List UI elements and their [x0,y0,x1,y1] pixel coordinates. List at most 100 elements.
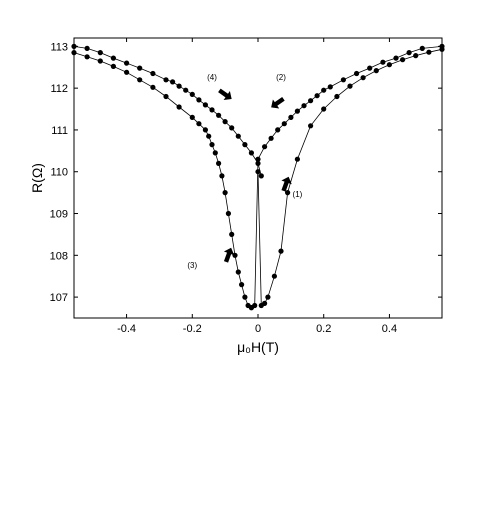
data-point [97,58,103,64]
y-axis-label: R(Ω) [29,163,45,193]
x-tick-label: -0.2 [183,323,202,335]
data-point [255,156,261,162]
x-tick-label: 0 [255,323,261,335]
data-point [202,127,208,133]
data-point [222,190,228,196]
data-point [354,70,360,77]
data-point [150,70,156,77]
data-point [196,97,202,103]
data-point [275,127,281,133]
data-point [265,294,271,300]
data-point [321,106,327,112]
data-point [170,79,176,85]
data-point [271,273,277,279]
data-point [340,77,346,83]
data-point [367,65,373,71]
data-point [242,294,248,300]
data-point [360,75,366,81]
data-point [97,50,103,56]
data-point [163,77,169,83]
y-tick-label: 108 [50,250,68,262]
data-point [281,121,287,127]
data-point [84,45,90,52]
data-point [314,93,320,99]
data-point [308,123,314,129]
data-point [255,160,261,166]
data-point [262,144,268,150]
data-point [334,93,340,100]
data-markers [71,43,445,311]
data-point [301,103,307,109]
data-point [219,173,225,179]
x-axis-ticks: -0.4 -0.2 0 0.2 0.4 [117,38,397,335]
data-point [239,282,245,288]
series-lines [73,46,443,308]
data-point [84,54,90,60]
direction-arrows [218,88,292,263]
data-point [268,135,274,141]
series-line-4 [73,46,262,177]
data-point [176,83,182,89]
data-point [216,160,222,166]
data-point [235,269,241,275]
data-point [400,57,406,63]
data-point [209,107,215,113]
data-point [288,114,294,120]
data-point [255,169,261,175]
data-point [245,302,251,309]
data-point [294,108,300,114]
series-line-3 [73,52,252,308]
annotation-label: (1) [293,190,303,199]
series-line-2 [251,46,443,308]
data-point [216,112,222,118]
data-point [206,133,212,139]
x-tick-label: 0.2 [316,323,331,335]
data-point [209,142,215,148]
x-tick-label: -0.4 [117,323,136,335]
data-point [258,173,264,179]
data-point [189,91,195,97]
data-point [196,121,202,127]
data-point [163,93,169,100]
data-point [426,49,432,55]
data-point [225,210,231,217]
data-point [110,63,116,69]
data-point [308,98,314,104]
data-point [110,55,116,61]
data-point [137,77,143,83]
data-point [229,125,235,131]
data-point [419,45,425,52]
y-tick-label: 111 [51,125,68,137]
data-point [189,114,195,120]
direction-arrow [271,96,285,109]
data-point [222,119,228,125]
data-point [347,83,353,89]
data-point [202,102,208,108]
data-point [242,142,248,148]
x-axis-label: μ₀H(T) [237,339,279,355]
data-point [124,69,130,75]
data-point [248,150,254,156]
data-point [137,65,143,71]
data-point [294,156,300,162]
y-tick-label: 107 [50,292,68,304]
direction-arrow [223,247,235,263]
annotation-label: (3) [187,261,197,270]
data-point [262,300,268,306]
data-point [71,50,77,56]
direction-arrow [281,176,292,192]
data-point [406,50,412,56]
data-point [235,133,241,139]
data-point [124,60,130,66]
data-point [212,150,218,156]
data-point [278,248,284,254]
data-point [327,84,333,90]
y-axis-ticks: 107 108 109 110 111 112 113 [50,41,442,304]
y-tick-label: 110 [50,167,68,179]
branch-annotations: (1) (2) (3) (4) [187,73,302,270]
y-tick-label: 112 [50,83,68,95]
data-point [413,53,419,59]
direction-arrow [218,88,232,101]
data-point [150,84,156,90]
